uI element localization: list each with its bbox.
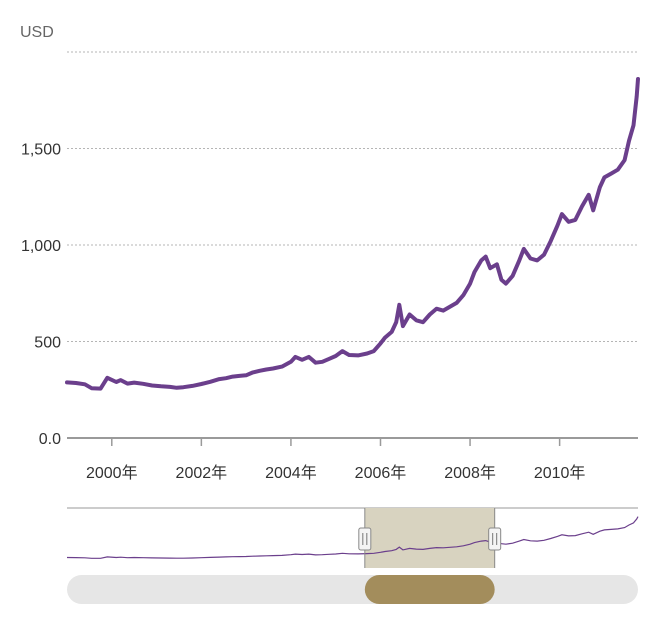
y-axis-unit-label: USD xyxy=(20,24,54,41)
x-tick-label: 2002年 xyxy=(176,464,228,482)
navigator xyxy=(66,507,639,604)
navigator-selected-window[interactable] xyxy=(364,508,495,568)
grid-layer xyxy=(67,51,638,342)
x-tick-label: 2000年 xyxy=(86,464,138,482)
handle-body[interactable] xyxy=(488,527,502,551)
x-tick-label: 2008年 xyxy=(444,464,496,482)
scrollbar-track[interactable] xyxy=(67,575,638,604)
price-series-line xyxy=(65,77,640,391)
navigator-left-handle[interactable] xyxy=(358,527,372,551)
y-tick-label: 500 xyxy=(34,335,61,352)
y-tick-label: 1,500 xyxy=(21,142,61,159)
x-tick-label: 2010年 xyxy=(534,464,586,482)
x-tick-label: 2006年 xyxy=(355,464,407,482)
series-layer xyxy=(65,77,640,391)
y-tick-label: 0.0 xyxy=(39,431,61,448)
navigator-right-handle[interactable] xyxy=(488,527,502,551)
scrollbar-thumb[interactable] xyxy=(364,575,495,604)
axis-layer: 0.0 500 1,000 1,500 2000年 2002年 2004年 2006年 2008… xyxy=(21,142,638,482)
navigator-series-line xyxy=(66,516,639,559)
x-tick-label: 2004年 xyxy=(265,464,317,482)
y-tick-label: 1,000 xyxy=(21,238,61,255)
handle-body[interactable] xyxy=(358,527,372,551)
